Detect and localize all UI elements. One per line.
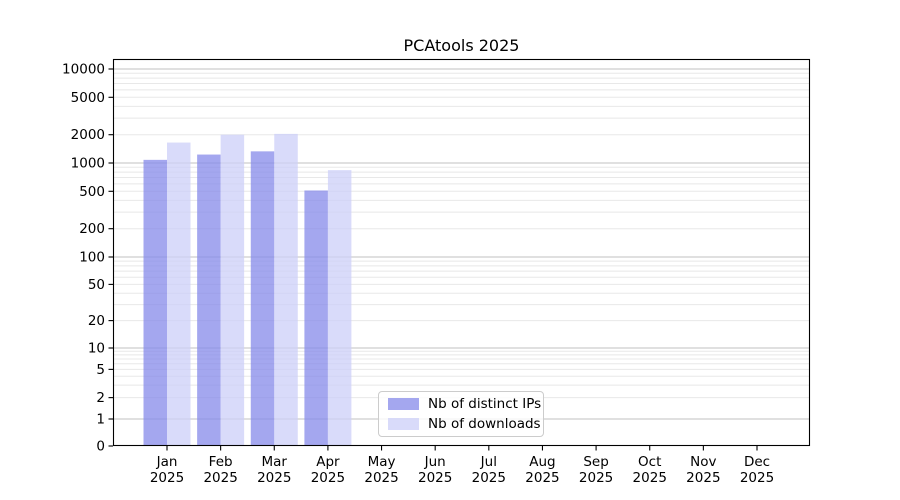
x-tick-label-year: 2025 — [525, 470, 559, 486]
x-tick-label-year: 2025 — [311, 470, 345, 486]
x-tick-label-year: 2025 — [472, 470, 506, 486]
x-tick-label-month: Dec — [744, 454, 770, 470]
x-tick-label-year: 2025 — [579, 470, 613, 486]
x-tick-label-month: Jun — [424, 454, 446, 470]
bar-distinct-ips-jan — [143, 159, 167, 447]
x-tick-label-month: May — [368, 454, 396, 470]
x-tick-label-month: Sep — [583, 454, 608, 470]
y-tick-label: 5000 — [71, 90, 105, 106]
x-tick-label-month: Aug — [529, 454, 555, 470]
y-tick-label: 100 — [79, 250, 105, 266]
chart-title: PCAtools 2025 — [403, 36, 520, 55]
x-tick-label-year: 2025 — [203, 470, 237, 486]
y-tick-label: 2 — [96, 390, 105, 406]
x-tick-label-month: Apr — [316, 454, 340, 470]
axes-spines — [112, 58, 811, 447]
x-tick-label-year: 2025 — [740, 470, 774, 486]
x-tick-label-month: Oct — [638, 454, 661, 470]
legend-item-distinct-ips: Nb of distinct IPs — [388, 396, 543, 412]
x-tick-label-month: Nov — [690, 454, 716, 470]
bar-downloads-mar — [274, 133, 298, 446]
x-tick-label-year: 2025 — [633, 470, 667, 486]
y-tick-label: 10000 — [62, 62, 105, 78]
legend-swatch-downloads — [388, 418, 419, 430]
x-tick-label-year: 2025 — [364, 470, 398, 486]
x-tick-label-month: Jul — [480, 454, 497, 470]
y-tick-label: 500 — [79, 184, 105, 200]
y-tick-label: 5 — [96, 362, 105, 378]
x-tick-label-year: 2025 — [257, 470, 291, 486]
bar-downloads-apr — [327, 170, 352, 447]
x-tick-label-year: 2025 — [418, 470, 452, 486]
x-tick-label-month: Feb — [209, 454, 233, 470]
legend-label-distinct-ips: Nb of distinct IPs — [428, 396, 542, 412]
x-tick-label-month: Mar — [262, 454, 288, 470]
y-tick-label: 10 — [88, 341, 105, 357]
y-tick-label: 2000 — [71, 127, 105, 143]
legend-swatch-distinct-ips — [388, 398, 419, 410]
bar-distinct-ips-mar — [250, 151, 275, 446]
y-tick-label: 1000 — [71, 156, 105, 172]
x-tick-label-year: 2025 — [150, 470, 184, 486]
y-tick-label: 1 — [96, 412, 105, 428]
bar-distinct-ips-feb — [197, 154, 221, 446]
x-tick-label-year: 2025 — [686, 470, 720, 486]
legend: Nb of distinct IPs Nb of downloads — [378, 391, 544, 437]
y-tick-label: 200 — [79, 221, 105, 237]
bar-downloads-feb — [220, 134, 245, 446]
bar-downloads-jan — [167, 142, 191, 446]
y-tick-label: 0 — [96, 439, 105, 455]
bar-distinct-ips-apr — [304, 190, 328, 446]
legend-item-downloads: Nb of downloads — [388, 416, 543, 432]
y-tick-label: 50 — [88, 277, 105, 293]
legend-label-downloads: Nb of downloads — [428, 416, 541, 432]
y-tick-label: 20 — [88, 313, 105, 329]
x-tick-label-month: Jan — [156, 454, 178, 470]
